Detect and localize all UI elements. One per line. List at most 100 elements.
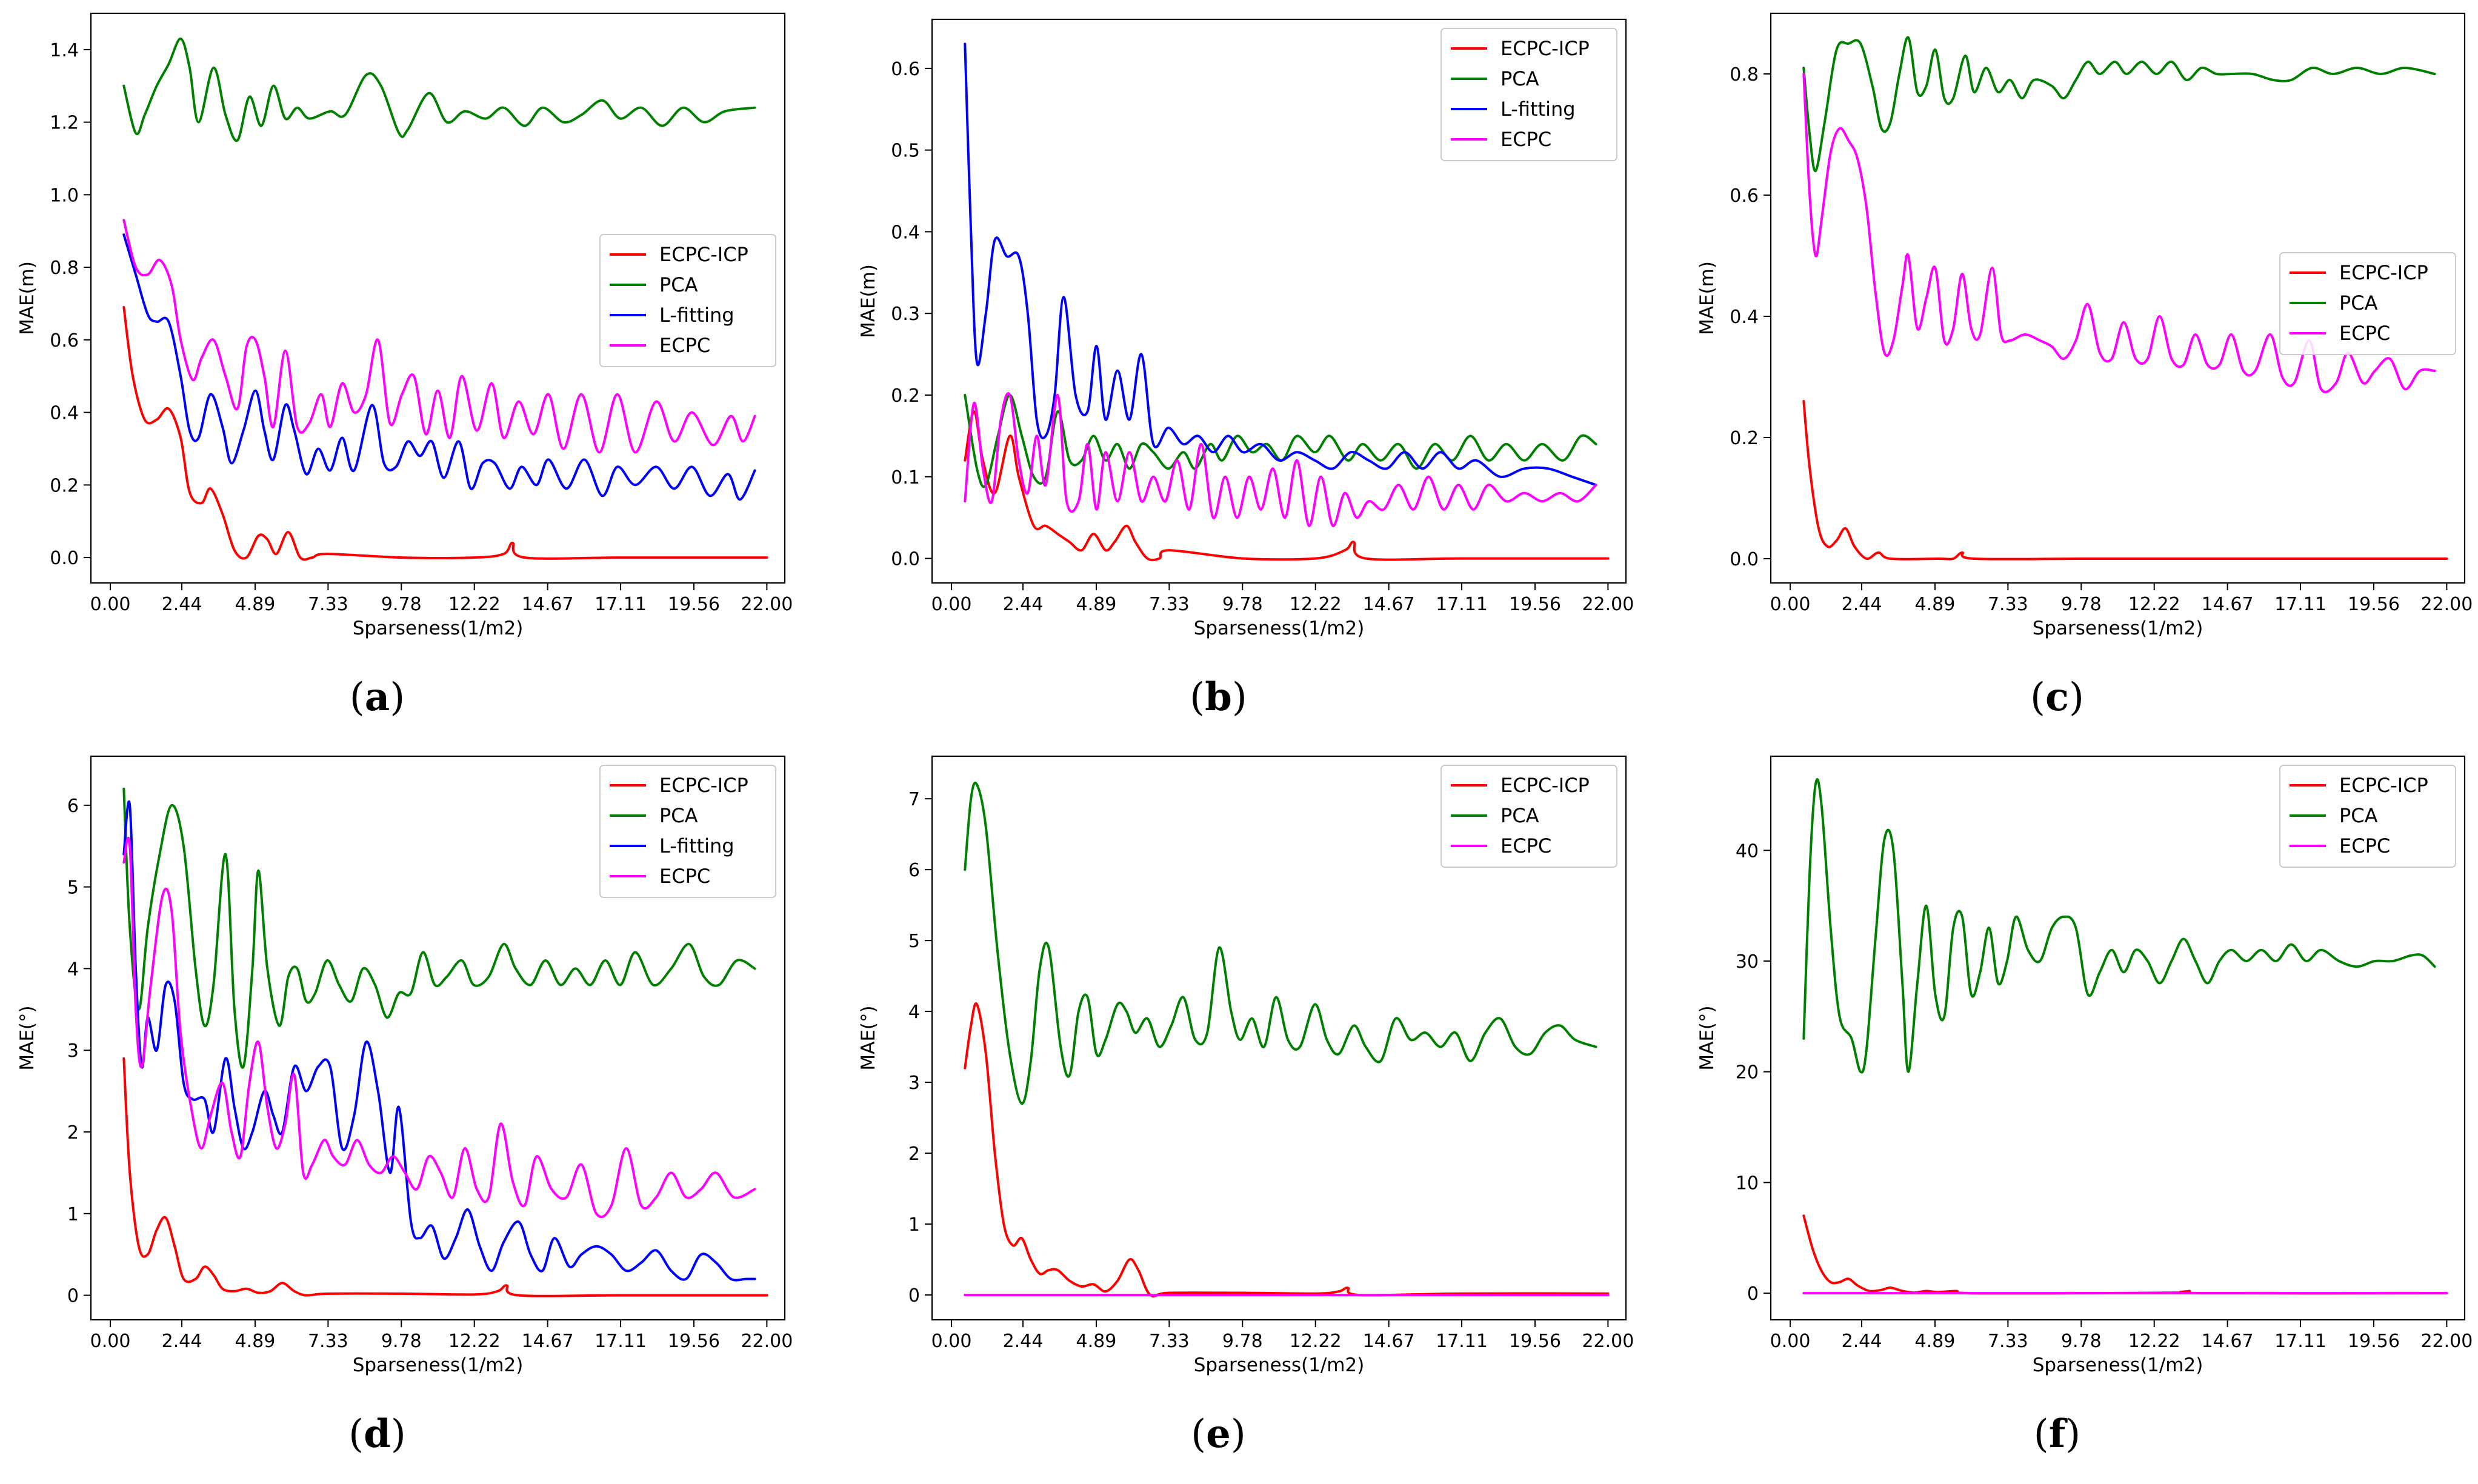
x-tick-label: 7.33 bbox=[1149, 1331, 1190, 1352]
y-tick-label: 0.2 bbox=[891, 385, 920, 407]
legend-label-ecpc: ECPC bbox=[1500, 128, 1551, 151]
x-tick-label: 12.22 bbox=[448, 1331, 501, 1352]
panels-layer: 0.00 2.44 4.89 7.33 9.78 12.22 14.67 17.11 19.56… bbox=[16, 12, 2473, 1457]
x-tick-label: 19.56 bbox=[2348, 1331, 2400, 1352]
legend: ECPC-ICP PCA ECPC bbox=[2279, 765, 2456, 868]
chart-panel-d: 0.00 2.44 4.89 7.33 9.78 12.22 14.67 17.11 19.56… bbox=[16, 755, 793, 1457]
chart-panel-b: 0.00 2.44 4.89 7.33 9.78 12.22 14.67 17.11 19.56… bbox=[858, 18, 1634, 720]
x-tick-label: 12.22 bbox=[448, 594, 501, 615]
x-tick-label: 19.56 bbox=[1509, 1331, 1561, 1352]
x-tick-label: 19.56 bbox=[668, 1331, 720, 1352]
caption-open-paren: ( bbox=[2030, 675, 2045, 720]
y-tick-label: 1 bbox=[67, 1204, 79, 1225]
x-tick-label: 12.22 bbox=[1290, 1331, 1342, 1352]
y-tick-label: 1 bbox=[908, 1214, 920, 1236]
x-tick-label: 0.00 bbox=[931, 1331, 972, 1352]
y-tick-label: 5 bbox=[908, 931, 920, 952]
x-tick-label: 0.00 bbox=[1770, 1331, 1811, 1352]
series-line-ecpc-icp bbox=[122, 306, 768, 561]
caption-letter: e bbox=[1206, 1411, 1231, 1457]
x-tick-label: 0.00 bbox=[1770, 594, 1811, 615]
x-tick-label: 4.89 bbox=[235, 1331, 276, 1352]
y-tick-label: 0.5 bbox=[891, 141, 920, 162]
x-tick-label: 2.44 bbox=[162, 1331, 202, 1352]
y-axis-label: MAE(m) bbox=[16, 261, 38, 335]
y-tick-label: 0 bbox=[1747, 1283, 1759, 1305]
x-tick-label: 17.11 bbox=[1436, 594, 1488, 615]
y-axis-label: MAE(°) bbox=[16, 1005, 38, 1070]
x-tick-label: 2.44 bbox=[1842, 1331, 1882, 1352]
y-tick-label: 5 bbox=[67, 877, 79, 899]
series-line-ecpc-icp bbox=[964, 410, 1610, 562]
x-tick-label: 7.33 bbox=[1988, 594, 2028, 615]
legend-label-ecpc: ECPC bbox=[1500, 834, 1551, 857]
series-line-ecpc bbox=[122, 836, 756, 1219]
y-tick-label: 1.2 bbox=[50, 113, 79, 134]
chart-panel-a: 0.00 2.44 4.89 7.33 9.78 12.22 14.67 17.11 19.56… bbox=[16, 12, 793, 720]
x-tick-label: 4.89 bbox=[1915, 1331, 1956, 1352]
legend-box bbox=[2279, 765, 2456, 868]
caption-close-paren: ) bbox=[391, 1412, 406, 1457]
x-tick-label: 14.67 bbox=[2202, 594, 2254, 615]
series-line-pca bbox=[122, 787, 756, 1069]
series-line-l-fitting bbox=[122, 233, 756, 501]
series-line-pca bbox=[964, 781, 1597, 1105]
y-tick-label: 0.4 bbox=[891, 222, 920, 243]
legend: ECPC-ICP PCA L-fitting ECPC bbox=[599, 765, 776, 898]
axes-frame bbox=[931, 18, 1627, 584]
x-tick-label: 19.56 bbox=[2348, 594, 2400, 615]
chart-panel-e: 0.00 2.44 4.89 7.33 9.78 12.22 14.67 17.11 19.56… bbox=[858, 755, 1634, 1457]
y-tick-label: 3 bbox=[67, 1040, 79, 1062]
legend-label-ecpc-icp: ECPC-ICP bbox=[2339, 261, 2428, 284]
legend-label-ecpc-icp: ECPC-ICP bbox=[659, 774, 748, 797]
caption-letter: f bbox=[2049, 1411, 2068, 1457]
x-tick-label: 22.00 bbox=[2420, 594, 2473, 615]
x-tick-label: 19.56 bbox=[668, 594, 720, 615]
y-tick-label: 1.0 bbox=[50, 185, 79, 206]
y-tick-label: 0.0 bbox=[1730, 549, 1759, 570]
series-line-ecpc bbox=[122, 219, 756, 454]
axes-frame bbox=[1770, 12, 2466, 584]
x-tick-label: 4.89 bbox=[1915, 594, 1956, 615]
x-tick-label: 17.11 bbox=[595, 1331, 647, 1352]
y-tick-label: 0.6 bbox=[891, 59, 920, 80]
legend: ECPC-ICP PCA L-fitting ECPC bbox=[1441, 28, 1617, 161]
y-tick-label: 0 bbox=[908, 1285, 920, 1306]
x-tick-label: 7.33 bbox=[1149, 594, 1190, 615]
y-tick-label: 0.6 bbox=[50, 330, 79, 351]
legend: ECPC-ICP PCA ECPC bbox=[1441, 765, 1617, 868]
legend: ECPC-ICP PCA L-fitting ECPC bbox=[599, 234, 776, 367]
chart-panel-f: 0.00 2.44 4.89 7.33 9.78 12.22 14.67 17.11 19.56… bbox=[1696, 755, 2473, 1457]
panel-caption: (c) bbox=[2030, 674, 2084, 720]
x-tick-label: 12.22 bbox=[1290, 594, 1342, 615]
legend-label-ecpc: ECPC bbox=[2339, 834, 2390, 857]
y-tick-label: 2 bbox=[908, 1143, 920, 1165]
panel-caption: (b) bbox=[1190, 674, 1247, 720]
y-tick-label: 6 bbox=[908, 860, 920, 881]
panel-caption: (d) bbox=[348, 1411, 406, 1457]
legend-label-ecpc: ECPC bbox=[659, 865, 710, 888]
legend-label-pca: PCA bbox=[1500, 804, 1539, 827]
x-axis-label: Sparseness(1/m2) bbox=[1194, 1354, 1365, 1376]
x-axis-label: Sparseness(1/m2) bbox=[353, 617, 524, 639]
caption-open-paren: ( bbox=[2034, 1412, 2049, 1457]
y-tick-label: 0.3 bbox=[891, 304, 920, 325]
panel-caption: (f) bbox=[2034, 1411, 2080, 1457]
x-tick-label: 0.00 bbox=[931, 594, 972, 615]
x-tick-label: 4.89 bbox=[1076, 1331, 1117, 1352]
axes-frame bbox=[90, 12, 786, 584]
legend-label-ecpc: ECPC bbox=[2339, 322, 2390, 345]
series-line-pca bbox=[1802, 36, 2436, 173]
y-tick-label: 4 bbox=[908, 1002, 920, 1023]
x-tick-label: 4.89 bbox=[1076, 594, 1117, 615]
x-tick-label: 4.89 bbox=[235, 594, 276, 615]
x-tick-label: 22.00 bbox=[1582, 1331, 1634, 1352]
x-tick-label: 9.78 bbox=[381, 594, 422, 615]
legend-label-ecpc-icp: ECPC-ICP bbox=[1500, 37, 1590, 60]
legend-label-l-fitting: L-fitting bbox=[659, 304, 734, 327]
y-tick-label: 3 bbox=[908, 1073, 920, 1094]
x-tick-label: 17.11 bbox=[2274, 1331, 2326, 1352]
axes-frame bbox=[1770, 755, 2466, 1321]
